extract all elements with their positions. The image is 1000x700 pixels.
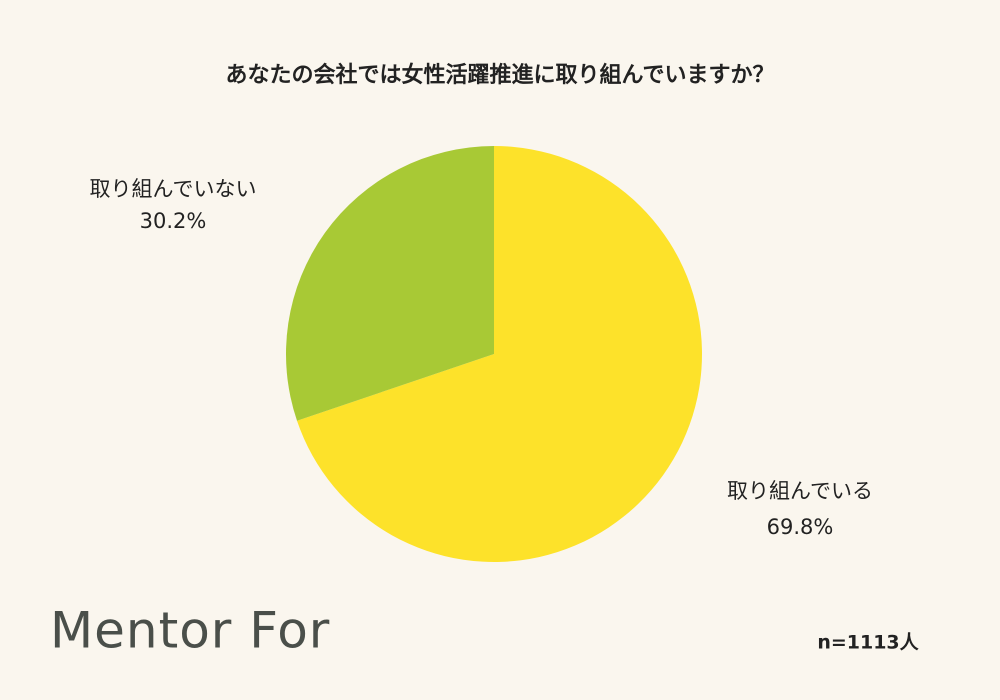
chart-title: あなたの会社では女性活躍推進に取り組んでいますか？ bbox=[226, 62, 775, 88]
slice-value-label: 30.2% bbox=[140, 209, 207, 233]
sample-note: n=1113人 bbox=[817, 632, 919, 654]
slice-label: 取り組んでいない bbox=[90, 177, 257, 201]
pie-slice bbox=[285, 146, 494, 421]
slice-value-label: 69.8% bbox=[767, 515, 834, 539]
logo: Mentor For bbox=[50, 602, 330, 660]
pie-slice bbox=[297, 146, 702, 562]
slice-label: 取り組んでいる bbox=[727, 479, 873, 503]
